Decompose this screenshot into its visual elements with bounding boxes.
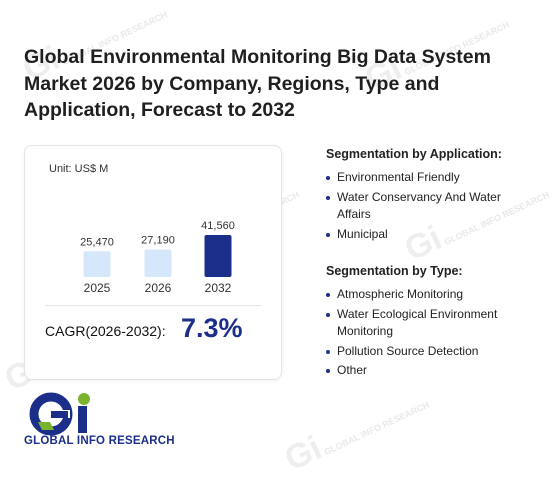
unit-label: Unit: US$ M — [49, 163, 109, 175]
type-heading: Segmentation by Type: — [326, 264, 463, 278]
logo-text: GLOBAL INFO RESEARCH — [24, 435, 175, 447]
bar-chart: 25,470 2025 27,190 2026 41,560 2032 — [80, 220, 235, 295]
list-item: Other — [326, 362, 536, 380]
bar-2025 — [83, 251, 111, 277]
watermark: GiGLOBAL INFO RESEARCH — [278, 399, 431, 479]
bar-2032 — [204, 235, 232, 277]
category-label: 2026 — [145, 281, 172, 295]
category-label: 2032 — [205, 281, 232, 295]
category-label: 2025 — [84, 281, 111, 295]
list-item: Environmental Friendly — [326, 169, 536, 187]
application-segmentation: Segmentation by Application: Environment… — [326, 147, 536, 245]
list-item: Municipal — [326, 226, 536, 244]
list-item: Water Ecological Environment Monitoring — [326, 306, 536, 341]
cagr-label: CAGR(2026-2032): — [45, 323, 166, 339]
list-item: Atmospheric Monitoring — [326, 286, 536, 304]
list-item: Pollution Source Detection — [326, 343, 536, 361]
company-logo: GLOBAL INFO RESEARCH — [24, 392, 184, 452]
page-title: Global Environmental Monitoring Big Data… — [24, 46, 491, 121]
data-label: 25,470 — [80, 236, 114, 248]
type-segmentation: Segmentation by Type: Atmospheric Monito… — [326, 264, 536, 382]
bar-2026 — [144, 249, 172, 277]
market-size-card: Unit: US$ M 25,470 2025 27,190 2026 41,560 20… — [24, 145, 282, 380]
data-label: 41,560 — [201, 220, 235, 232]
divider — [45, 305, 261, 306]
data-label: 27,190 — [141, 235, 175, 247]
gi-logo-icon — [29, 392, 90, 436]
list-item: Water Conservancy And Water Affairs — [326, 189, 536, 224]
cagr-value: 7.3% — [181, 313, 243, 343]
application-heading: Segmentation by Application: — [326, 147, 502, 161]
